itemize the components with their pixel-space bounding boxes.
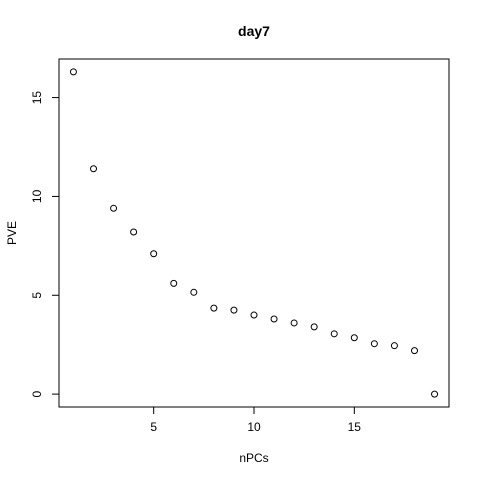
y-axis-label: PVE	[5, 221, 19, 245]
x-tick-label: 5	[150, 420, 157, 434]
x-axis-label: nPCs	[239, 451, 268, 465]
y-tick-label: 0	[30, 390, 44, 397]
y-tick-label: 15	[30, 91, 44, 105]
x-tick-label: 15	[348, 420, 362, 434]
y-tick-label: 5	[30, 292, 44, 299]
chart-title: day7	[238, 23, 270, 39]
y-tick-label: 10	[30, 189, 44, 203]
x-tick-label: 10	[247, 420, 261, 434]
